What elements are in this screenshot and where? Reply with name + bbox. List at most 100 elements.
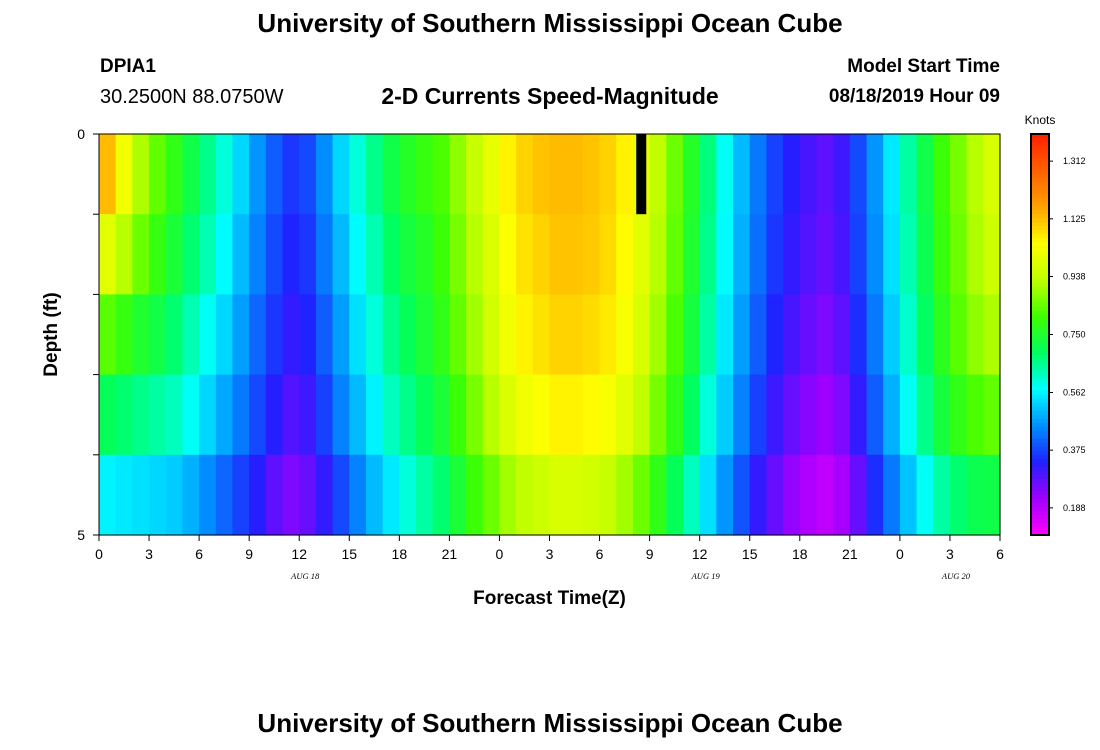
heatmap-cell — [582, 294, 601, 376]
chart-subtitle: 2-D Currents Speed-Magnitude — [381, 83, 719, 109]
heatmap-cell — [632, 454, 651, 536]
heatmap-cell — [716, 214, 734, 295]
heatmap-cell — [716, 374, 734, 456]
heatmap-cell — [165, 214, 184, 295]
colorbar-segment — [1031, 402, 1049, 408]
colorbar-segment — [1031, 334, 1049, 340]
heatmap-cell — [599, 454, 617, 536]
colorbar-segment — [1031, 482, 1049, 488]
colorbar-segment — [1031, 166, 1049, 171]
y-axis: 05 — [77, 126, 100, 543]
colorbar-segment — [1031, 426, 1049, 432]
colorbar-segment — [1031, 286, 1049, 291]
heatmap-cell — [799, 374, 818, 456]
x-tick-label: 0 — [95, 546, 103, 562]
heatmap-cell — [315, 294, 334, 376]
heatmap-cell — [265, 294, 284, 376]
colorbar-segment — [1031, 474, 1049, 480]
colorbar-segment — [1031, 362, 1049, 368]
x-tick-label: 15 — [742, 546, 758, 562]
heatmap-cell — [249, 454, 267, 536]
heatmap-cell — [115, 374, 133, 456]
colorbar-segment — [1031, 214, 1049, 219]
heatmap-cell — [516, 454, 534, 536]
heatmap-cell — [532, 294, 551, 376]
heatmap-cell — [816, 134, 834, 215]
colorbar-segment — [1031, 414, 1049, 420]
heatmap-cell — [883, 374, 901, 456]
x-tick-label: 6 — [996, 546, 1004, 562]
heatmap-cell — [783, 454, 801, 536]
heatmap-cell — [365, 214, 384, 295]
heatmap-cell — [783, 134, 801, 215]
colorbar-segment — [1031, 526, 1049, 532]
heatmap-cell — [949, 214, 968, 295]
heatmap-cell — [733, 374, 751, 456]
heatmap-cell — [916, 134, 934, 215]
x-tick-label: 3 — [946, 546, 954, 562]
heatmap-cell — [165, 454, 184, 536]
colorbar-segment — [1031, 250, 1049, 255]
heatmap-cell — [365, 374, 384, 456]
heatmap-cells — [99, 134, 1001, 536]
heatmap-cell — [566, 374, 584, 456]
heatmap-cell — [315, 454, 334, 536]
heatmap-cell — [883, 454, 901, 536]
heatmap-cell — [749, 294, 768, 376]
heatmap-cell — [749, 214, 768, 295]
heatmap-cell — [933, 214, 951, 295]
heatmap-cell — [332, 454, 350, 536]
heatmap-cell — [599, 214, 617, 295]
heatmap-cell — [666, 294, 684, 376]
x-tick-label: 21 — [842, 546, 858, 562]
station-id: DPIA1 — [100, 56, 156, 77]
colorbar-segment — [1031, 158, 1049, 163]
heatmap-cell — [699, 294, 717, 376]
x-tick-label: 0 — [496, 546, 504, 562]
heatmap-cell — [632, 214, 651, 295]
heatmap-cell — [382, 454, 400, 536]
heatmap-cell — [349, 374, 367, 456]
colorbar-segment — [1031, 322, 1049, 328]
colorbar-segment — [1031, 434, 1049, 440]
heatmap-cell — [599, 294, 617, 376]
heatmap-cell — [99, 214, 117, 295]
x-tick-label: 3 — [546, 546, 554, 562]
colorbar-segment — [1031, 266, 1049, 271]
heatmap-cell — [833, 454, 851, 536]
heatmap-cell — [299, 294, 317, 376]
heatmap-cell — [215, 454, 234, 536]
colorbar-segment — [1031, 522, 1049, 528]
colorbar-segment — [1031, 278, 1049, 283]
colorbar-segment — [1031, 518, 1049, 524]
x-axis: 0 3 6 9 12 15 18 21 0 3 6 9 12 15 18 21 0 3 6 AUG 18 AUG 19 A… — [95, 534, 1004, 581]
heatmap-cell — [849, 454, 868, 536]
colorbar-segment — [1031, 134, 1049, 139]
heatmap-cell — [682, 134, 701, 215]
heatmap-cell — [449, 214, 467, 295]
colorbar-segment — [1031, 386, 1049, 392]
colorbar-segment — [1031, 170, 1049, 175]
heatmap-cell — [966, 214, 984, 295]
heatmap-cell — [532, 454, 551, 536]
colorbar-segment — [1031, 138, 1049, 143]
colorbar-segment — [1031, 422, 1049, 428]
colorbar: 1.312 1.125 0.938 0.750 0.562 0.375 0.188 — [1030, 133, 1086, 536]
heatmap-cell — [849, 374, 868, 456]
heatmap-cell — [466, 294, 484, 376]
colorbar-segment — [1031, 306, 1049, 312]
heatmap-cell — [399, 374, 417, 456]
station-coordinates: 30.2500N 88.0750W — [100, 86, 284, 108]
colorbar-segment — [1031, 406, 1049, 412]
heatmap-cell — [199, 294, 217, 376]
heatmap-cell — [332, 294, 350, 376]
colorbar-segment — [1031, 162, 1049, 167]
heatmap-cell — [933, 134, 951, 215]
heatmap-cell — [282, 454, 300, 536]
heatmap-cell — [149, 214, 167, 295]
heatmap-cell — [249, 374, 267, 456]
heatmap-cell — [816, 214, 834, 295]
heatmap-cell — [733, 134, 751, 215]
heatmap-cell — [532, 374, 551, 456]
heatmap-cell — [432, 134, 450, 215]
